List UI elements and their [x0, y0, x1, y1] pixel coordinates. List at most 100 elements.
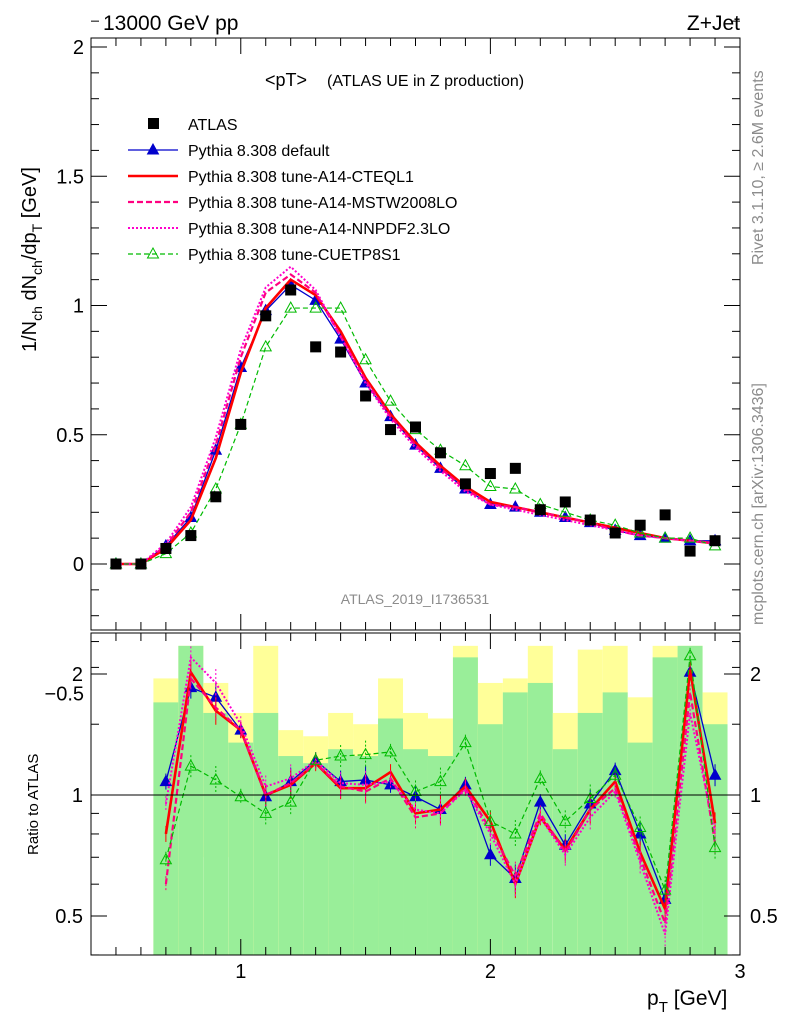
ratio-series-marker — [309, 753, 322, 765]
legend-label: Pythia 8.308 tune-A14-MSTW2008LO — [188, 195, 457, 212]
main-series-marker — [259, 339, 273, 352]
legend-label: Pythia 8.308 tune-A14-CTEQL1 — [188, 169, 414, 186]
ratio-xtick-label: 3 — [734, 961, 745, 983]
mcplots-label: mcplots.cern.ch [arXiv:1306.3436] — [750, 383, 767, 625]
main-data-layer — [109, 265, 722, 570]
ratio-ytick-label: 0.5 — [55, 906, 83, 928]
ratio-band-green — [577, 712, 603, 955]
legend-label: Pythia 8.308 tune-CUETP8S1 — [188, 247, 401, 264]
analysis-watermark: ATLAS_2019_I1736531 — [341, 591, 490, 607]
legend-marker-data — [148, 118, 159, 129]
main-series-marker — [509, 481, 522, 494]
main-series-line — [115, 307, 716, 565]
x-axis-label: pT [GeV] — [647, 987, 727, 1016]
main-data-point — [434, 447, 446, 459]
main-series-marker — [658, 531, 672, 543]
ratio-series-marker — [533, 771, 547, 783]
main-series-marker — [633, 525, 647, 538]
main-title: <pT> — [265, 70, 307, 90]
main-ytick-label: 1 — [73, 296, 84, 318]
main-data-point — [484, 468, 496, 480]
svg-text:pT [GeV]: pT [GeV] — [647, 987, 727, 1016]
main-series-marker — [384, 394, 397, 406]
main-series-marker — [459, 458, 472, 471]
ratio-axes: 0.5 0.5 1 1 2 2 1 2 3 — [55, 633, 778, 983]
main-data-point — [459, 478, 471, 490]
ratio-band-green — [303, 763, 329, 955]
main-data-point — [609, 527, 621, 539]
ratio-panel: 0.5 0.5 1 1 2 2 1 2 3 Ratio to ATLAS pT [GeV] — [25, 632, 778, 1016]
main-data-point — [235, 418, 247, 430]
legend-marker — [146, 246, 160, 259]
ratio-series-marker — [184, 759, 198, 771]
main-title-sub: (ATLAS UE in Z production) — [327, 73, 524, 90]
main-data-point — [160, 542, 172, 554]
ratio-series-marker — [259, 806, 273, 818]
main-ytick-label: 1.5 — [56, 166, 84, 188]
ratio-series-marker — [209, 772, 223, 785]
main-data-point — [559, 496, 571, 508]
main-data-point — [335, 346, 347, 358]
main-data-point — [260, 310, 272, 322]
main-series-marker — [334, 301, 347, 313]
ratio-series-marker — [708, 840, 722, 853]
main-ylabel: 1/Nch dNch/dpT [GeV] — [19, 167, 45, 352]
ratio-series-marker — [359, 747, 372, 760]
legend-label: Pythia 8.308 tune-A14-NNPDF2.3LO — [188, 221, 450, 238]
legend-label: Pythia 8.308 default — [188, 143, 330, 160]
main-data-point — [385, 424, 397, 436]
main-series-marker — [683, 531, 697, 543]
legend-marker — [146, 142, 160, 155]
main-data-point — [410, 421, 421, 433]
ratio-ytick-label: 2 — [72, 664, 83, 686]
ratio-band-green — [203, 712, 229, 955]
ratio-ytick-label: 1 — [72, 785, 83, 807]
main-data-point — [684, 545, 696, 557]
main-data-point — [659, 509, 671, 521]
main-series-marker — [284, 301, 298, 313]
main-data-point — [110, 558, 122, 570]
ratio-ytick-label-right: 1 — [750, 785, 761, 807]
ratio-series-marker — [284, 795, 298, 807]
ratio-band-green — [228, 742, 254, 955]
main-series-line — [115, 273, 716, 566]
ratio-band-green — [378, 718, 404, 955]
main-ytick-label: −0.5 — [45, 683, 84, 705]
ratio-ytick-label-right: 0.5 — [750, 906, 778, 928]
main-series-line — [115, 265, 716, 565]
main-data-point — [185, 530, 197, 542]
main-ytick-label: 2 — [73, 37, 84, 59]
main-ytick-label: 0.5 — [56, 425, 84, 447]
ratio-band-green — [677, 645, 703, 955]
ratio-series-marker — [658, 883, 672, 895]
ratio-xtick-label: 2 — [485, 961, 496, 983]
ratio-series-marker — [583, 791, 597, 804]
ratio-xtick-label: 1 — [235, 961, 246, 983]
main-series-marker — [359, 352, 372, 365]
main-panel: 00.511.522.533.54−0.5 <pT> (ATLAS UE in … — [19, 20, 741, 705]
main-data-point — [534, 504, 546, 516]
ratio-series-marker — [234, 789, 248, 802]
ratio-band-green — [403, 749, 428, 955]
ratio-series-marker — [459, 735, 472, 748]
main-axes: 00.511.522.533.54−0.5 — [45, 20, 740, 705]
main-data-point — [509, 462, 521, 474]
ratio-ylabel: Ratio to ATLAS — [25, 754, 42, 855]
ratio-series-marker — [434, 774, 447, 787]
rivet-label: Rivet 3.1.10, ≥ 2.6M events — [750, 70, 767, 265]
ratio-series-marker — [558, 814, 572, 826]
ratio-band-green — [602, 692, 628, 955]
main-data-point — [285, 284, 297, 296]
main-data-point — [135, 558, 147, 570]
svg-text:1/Nch dNch/dpT [GeV]: 1/Nch dNch/dpT [GeV] — [19, 167, 45, 352]
header-left: 13000 GeV pp — [103, 12, 238, 35]
ratio-series-marker — [384, 744, 397, 757]
ratio-series-marker — [334, 749, 347, 761]
main-series-marker — [558, 505, 572, 517]
ratio-band-green — [502, 692, 528, 955]
main-ytick-label: 0 — [73, 554, 84, 576]
ratio-series-line — [164, 655, 717, 935]
main-data-point — [634, 519, 646, 531]
ratio-series-marker — [509, 826, 522, 839]
main-data-point — [709, 535, 721, 547]
